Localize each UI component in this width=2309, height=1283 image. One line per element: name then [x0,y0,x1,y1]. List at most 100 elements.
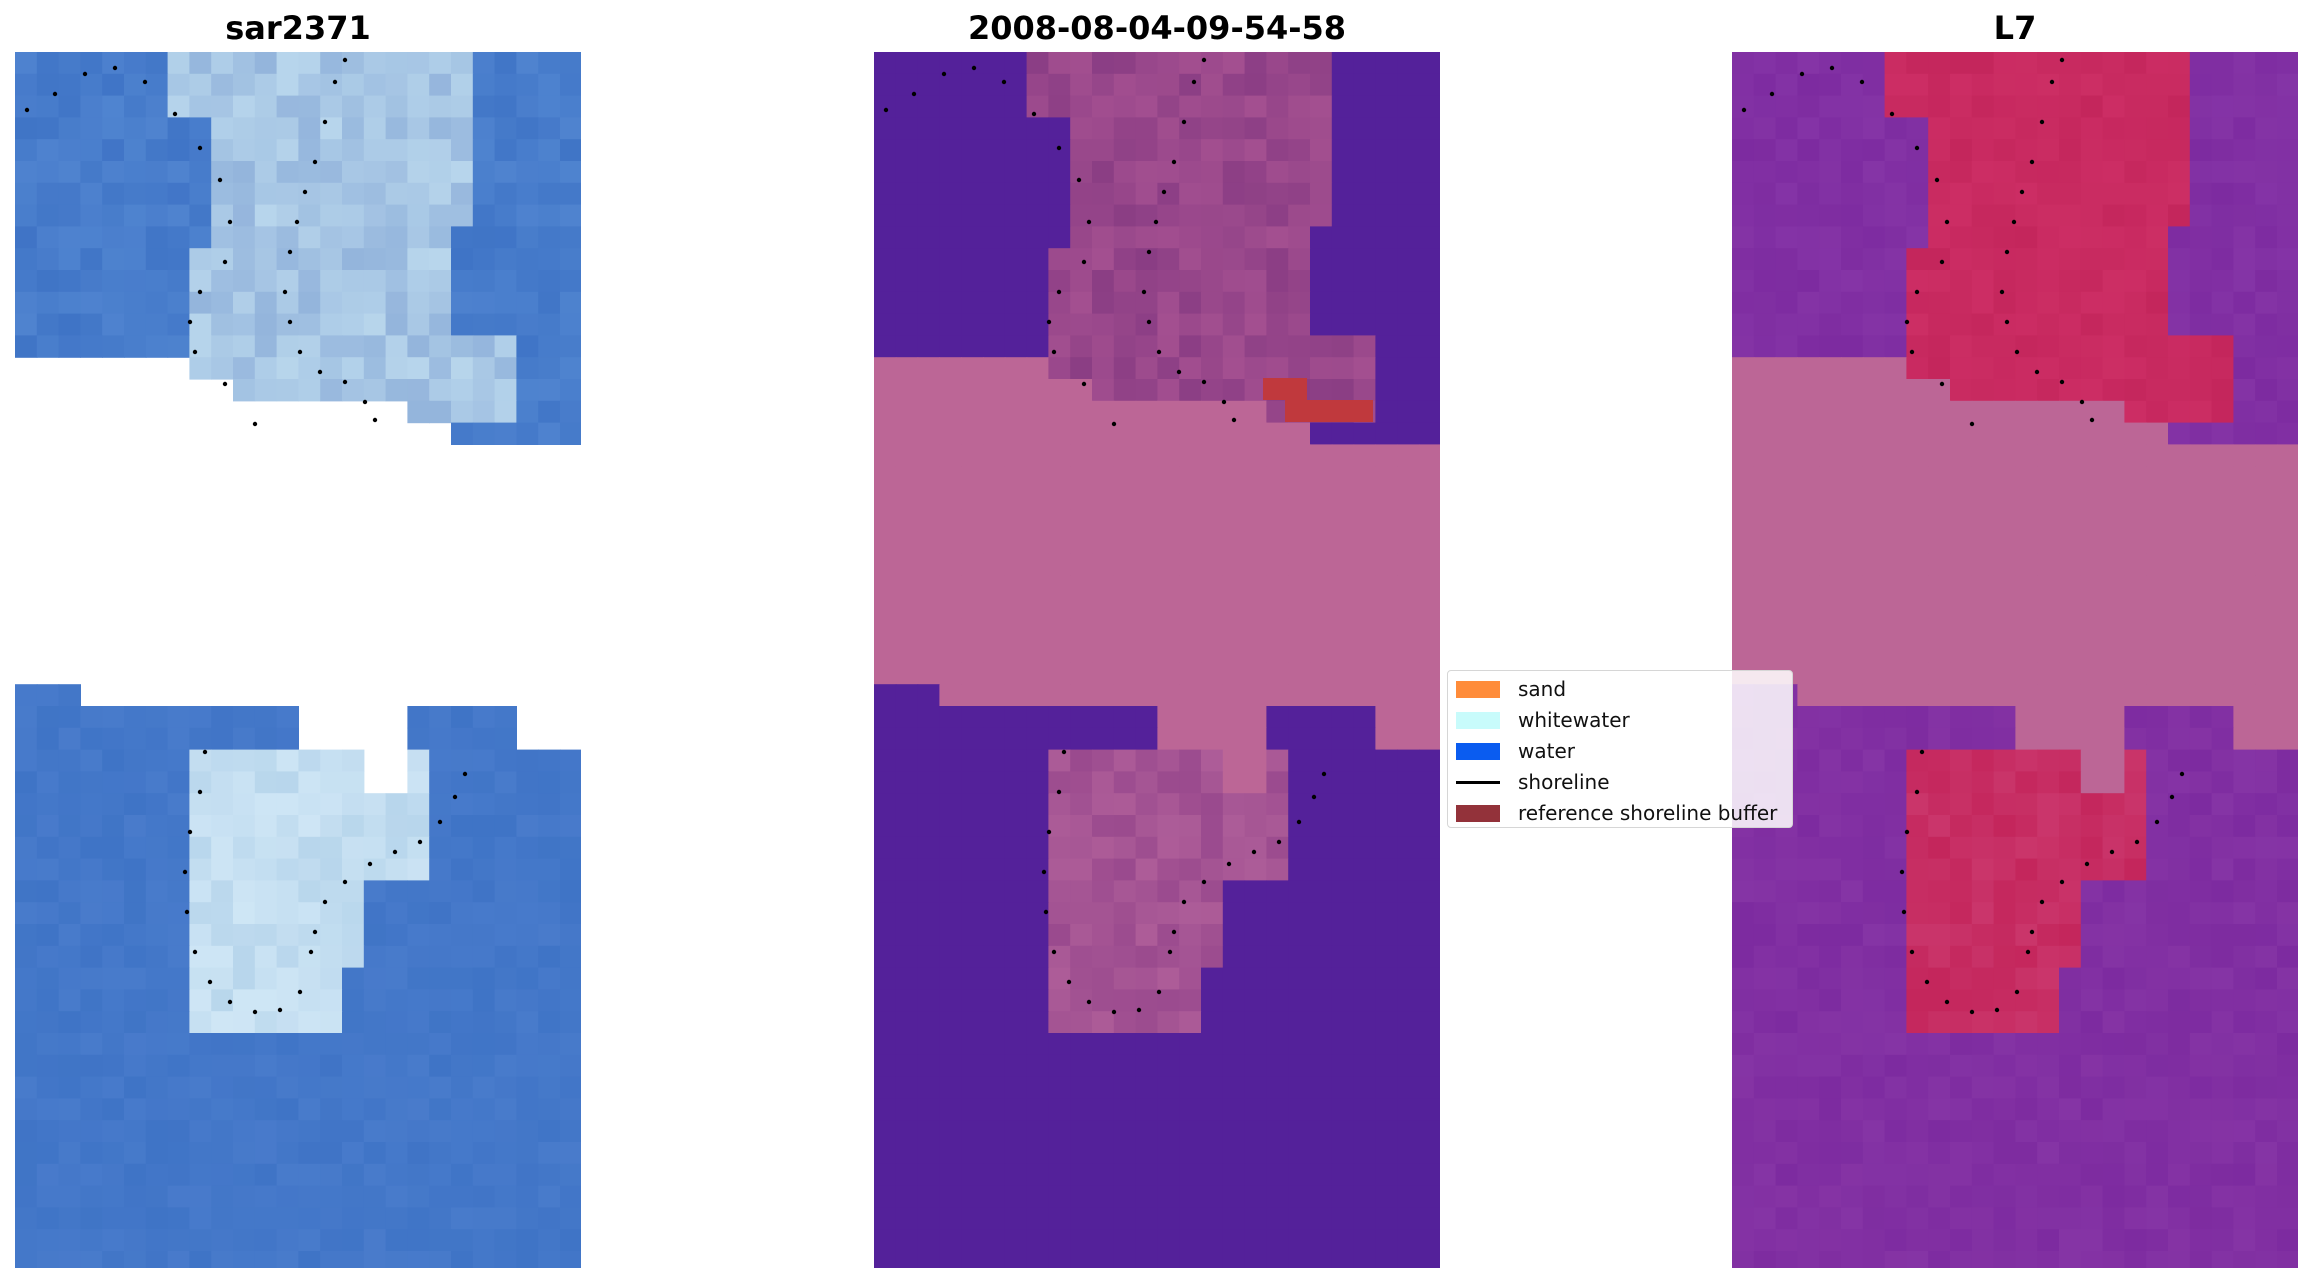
pixel-cell [58,836,81,860]
pixel-cell [1288,1076,1311,1099]
pixel-cell [983,139,1006,162]
pixel-cell [429,771,452,794]
pixel-cell [2102,52,2125,75]
pixel-cell [254,270,278,293]
pixel-cell [1419,1054,1440,1078]
pixel-cell [961,1098,984,1121]
shoreline-point [2004,319,2010,325]
pixel-cell [1113,95,1137,118]
pixel-cell [2146,400,2169,424]
pixel-cell [407,1142,430,1165]
pixel-cell [276,1033,299,1056]
pixel-cell [2124,379,2147,402]
pixel-cell [2255,270,2278,293]
pixel-cell [1048,1163,1071,1187]
index-image [1732,52,2298,1268]
pixel-cell [1004,662,1028,685]
pixel-cell [1971,161,1995,184]
pixel-cell [2168,902,2191,925]
pixel-cell [1288,945,1311,969]
pixel-cell [1928,1207,1951,1230]
pixel-cell [1201,880,1224,903]
pixel-cell [1157,270,1180,293]
pixel-cell [1026,509,1049,533]
pixel-cell [233,793,256,816]
pixel-cell [2211,1163,2234,1187]
pixel-cell [1906,335,1929,358]
pixel-cell [2080,1098,2104,1121]
legend-label-water: water [1518,739,1575,763]
pixel-cell [1331,357,1355,380]
pixel-cell [1819,902,1842,925]
pixel-cell [167,749,190,772]
pixel-cell [1950,684,1973,707]
pixel-cell [1092,1163,1115,1187]
pixel-cell [961,662,984,685]
pixel-cell [102,1229,125,1252]
pixel-cell [1070,182,1093,206]
pixel-cell [2015,684,2038,707]
pixel-cell [1928,73,1951,97]
pixel-cell [1026,139,1049,162]
pixel-cell [895,1142,919,1165]
pixel-cell [2080,291,2104,315]
pixel-cell [516,793,539,816]
pixel-cell [1244,836,1267,860]
pixel-cell [2037,291,2060,315]
pixel-cell [1113,553,1137,576]
pixel-cell [1244,597,1267,620]
pixel-cell [1157,880,1180,903]
pixel-cell [2124,52,2147,75]
pixel-cell [1732,1207,1755,1230]
pixel-cell [211,1251,234,1268]
panel-title-classified: 2008-08-04-09-54-58 [967,9,1347,47]
pixel-cell [560,1098,581,1121]
pixel-cell [124,52,147,75]
pixel-cell [961,1033,984,1056]
pixel-cell [2146,1011,2169,1034]
pixel-cell [1753,640,1777,663]
pixel-cell [961,727,984,751]
pixel-cell [1222,902,1246,925]
pixel-cell [874,466,897,489]
pixel-cell [2168,858,2191,881]
pixel-cell [298,836,321,860]
pixel-cell [1310,73,1333,97]
pixel-cell [2255,1054,2278,1078]
pixel-cell [2189,357,2213,380]
pixel-cell [1993,400,2016,424]
pixel-cell [472,204,496,227]
pixel-cell [516,139,539,162]
shoreline-point [1086,219,1092,225]
pixel-cell [1753,1207,1777,1230]
pixel-cell [2233,335,2256,358]
pixel-cell [1419,357,1440,380]
pixel-cell [1950,117,1973,140]
pixel-cell [145,1142,169,1165]
pixel-cell [1797,248,1820,271]
shoreline-point [2019,189,2025,195]
shoreline-point [1201,879,1207,885]
pixel-cell [939,967,962,990]
pixel-cell [1113,815,1137,838]
pixel-cell [917,967,940,990]
pixel-cell [145,1207,169,1230]
pixel-cell [1026,1054,1049,1078]
pixel-cell [1775,248,1798,271]
pixel-cell [1048,52,1071,75]
pixel-cell [1201,313,1224,336]
pixel-cell [276,1142,299,1165]
pixel-cell [1775,226,1798,249]
pixel-cell [1928,1185,1951,1208]
pixel-cell [1135,1011,1158,1034]
pixel-cell [1026,226,1049,249]
pixel-cell [1244,379,1267,402]
pixel-cell [320,52,343,75]
pixel-cell [407,1011,430,1034]
pixel-cell [254,967,278,990]
pixel-cell [1070,662,1093,685]
pixel-cell [516,335,539,358]
pixel-cell [1004,1033,1028,1056]
pixel-cell [1375,400,1398,424]
pixel-cell [102,749,125,772]
